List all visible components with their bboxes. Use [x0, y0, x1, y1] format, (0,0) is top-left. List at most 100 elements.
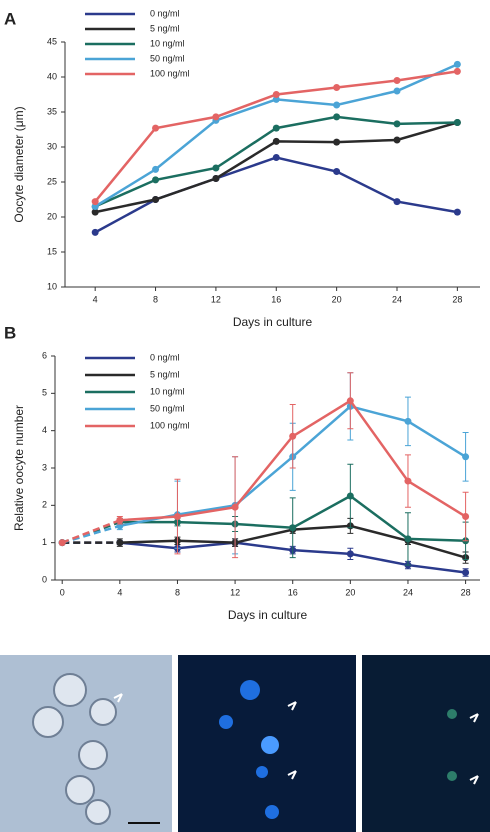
point — [404, 535, 411, 542]
y-tick-label: 3 — [42, 462, 47, 472]
legend-label: 0 ng/ml — [150, 8, 180, 18]
point — [92, 198, 99, 205]
point — [462, 513, 469, 520]
legend-label: 5 ng/ml — [150, 23, 180, 33]
point — [462, 569, 469, 576]
y-tick-label: 45 — [47, 36, 57, 46]
point — [394, 88, 401, 95]
series — [92, 113, 461, 210]
line — [95, 158, 457, 233]
x-tick-label: 8 — [153, 294, 158, 304]
point — [347, 550, 354, 557]
line-dashed — [62, 522, 120, 543]
x-tick-label: 12 — [230, 587, 240, 597]
point — [273, 138, 280, 145]
point — [394, 77, 401, 84]
point — [232, 504, 239, 511]
legend-label: 10 ng/ml — [150, 38, 185, 48]
point — [394, 198, 401, 205]
x-tick-label: 16 — [271, 294, 281, 304]
y-tick-label: 5 — [42, 388, 47, 398]
x-tick-label: 16 — [288, 587, 298, 597]
panel-label: A — [4, 9, 16, 28]
x-tick-label: 4 — [117, 587, 122, 597]
x-axis-title: Days in culture — [228, 608, 308, 622]
legend-label: 50 ng/ml — [150, 53, 185, 63]
y-axis-title: Relative oocyte number — [12, 405, 26, 531]
point — [152, 176, 159, 183]
x-tick-label: 4 — [93, 294, 98, 304]
series — [92, 154, 461, 236]
panel-label: B — [4, 323, 16, 342]
point — [212, 113, 219, 120]
y-tick-label: 2 — [42, 500, 47, 510]
point — [116, 517, 123, 524]
point — [152, 196, 159, 203]
series — [92, 119, 461, 216]
legend-label: 0 ng/ml — [150, 352, 180, 362]
point — [333, 84, 340, 91]
legend-label: 10 ng/ml — [150, 386, 185, 396]
point — [394, 137, 401, 144]
point — [454, 61, 461, 68]
y-tick-label: 4 — [42, 425, 47, 435]
point — [333, 102, 340, 109]
point — [333, 113, 340, 120]
y-tick-label: 1 — [42, 537, 47, 547]
point — [462, 453, 469, 460]
x-tick-label: 28 — [452, 294, 462, 304]
line-dashed — [62, 520, 120, 542]
legend-label: 50 ng/ml — [150, 403, 185, 413]
point — [212, 165, 219, 172]
point — [333, 168, 340, 175]
point — [404, 418, 411, 425]
x-tick-label: 20 — [332, 294, 342, 304]
x-tick-label: 24 — [392, 294, 402, 304]
point — [289, 524, 296, 531]
x-tick-label: 20 — [345, 587, 355, 597]
point — [92, 229, 99, 236]
x-tick-label: 0 — [60, 587, 65, 597]
point — [273, 154, 280, 161]
series — [92, 61, 461, 210]
y-tick-label: 35 — [47, 106, 57, 116]
y-tick-label: 25 — [47, 176, 57, 186]
point — [394, 120, 401, 127]
figure: C A1015202530354045481216202428Days in c… — [0, 0, 490, 832]
point — [289, 433, 296, 440]
point — [454, 209, 461, 216]
x-tick-label: 24 — [403, 587, 413, 597]
point — [404, 478, 411, 485]
legend-label: 100 ng/ml — [150, 420, 190, 430]
y-tick-label: 15 — [47, 246, 57, 256]
y-tick-label: 10 — [47, 281, 57, 291]
legend-label: 100 ng/ml — [150, 68, 190, 78]
x-tick-label: 12 — [211, 294, 221, 304]
x-tick-label: 28 — [461, 587, 471, 597]
y-axis-title: Oocyte diameter (μm) — [12, 106, 26, 222]
y-tick-label: 20 — [47, 211, 57, 221]
point — [116, 539, 123, 546]
point — [174, 513, 181, 520]
line-dashed — [62, 526, 120, 543]
micrographs — [0, 655, 490, 832]
point — [454, 119, 461, 126]
point — [347, 397, 354, 404]
x-axis-title: Days in culture — [233, 315, 313, 329]
x-tick-label: 8 — [175, 587, 180, 597]
point — [59, 539, 66, 546]
y-tick-label: 30 — [47, 141, 57, 151]
point — [333, 139, 340, 146]
y-tick-label: 0 — [42, 574, 47, 584]
y-tick-label: 6 — [42, 350, 47, 360]
point — [273, 125, 280, 132]
point — [152, 125, 159, 132]
point — [347, 493, 354, 500]
point — [273, 91, 280, 98]
green-image — [362, 655, 490, 832]
point — [152, 166, 159, 173]
legend-label: 5 ng/ml — [150, 369, 180, 379]
y-tick-label: 40 — [47, 71, 57, 81]
point — [212, 175, 219, 182]
point — [454, 68, 461, 75]
